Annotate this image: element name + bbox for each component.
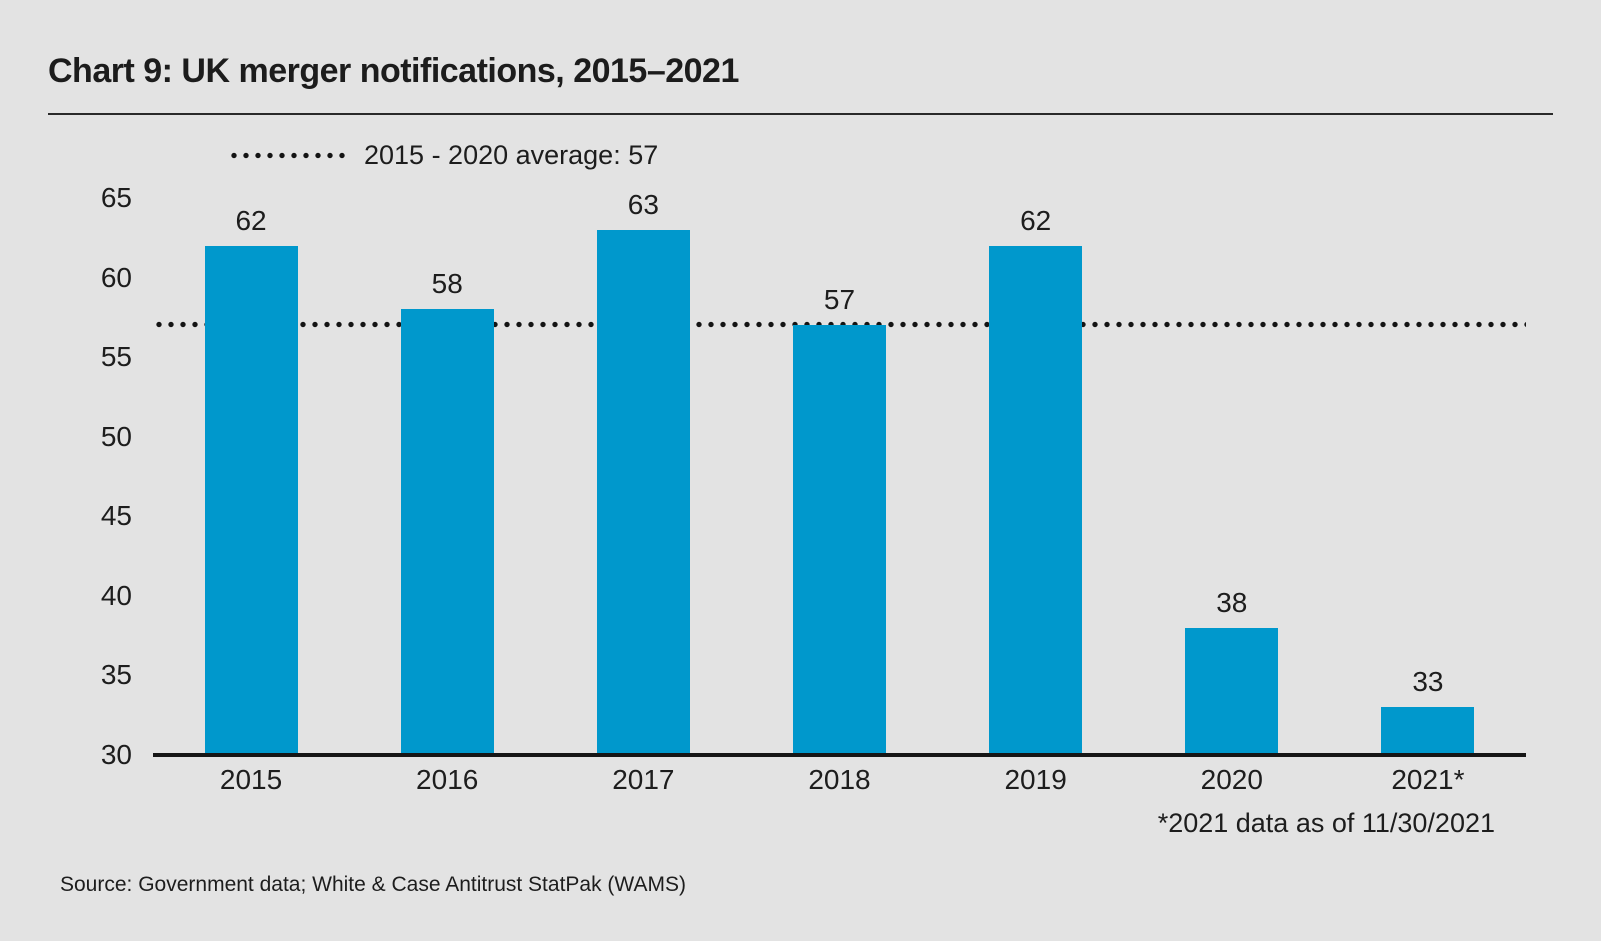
y-axis-tick-label: 50 xyxy=(100,420,132,452)
x-axis-tick-label: 2021* xyxy=(1391,764,1465,795)
footnote: *2021 data as of 11/30/2021 xyxy=(1157,808,1495,838)
bar-value-label: 38 xyxy=(1216,586,1248,618)
x-axis-tick-label: 2019 xyxy=(1004,764,1067,795)
bar-2020 xyxy=(1185,627,1279,755)
y-axis-tick-label: 45 xyxy=(100,500,132,532)
average-line-legend-label: 2015 - 2020 average: 57 xyxy=(364,140,659,170)
average-reference-line xyxy=(153,321,1526,329)
bar-2021 xyxy=(1381,707,1475,755)
bar-value-label: 57 xyxy=(823,284,856,316)
bar-value-label: 62 xyxy=(235,204,267,236)
y-axis-tick-label: 60 xyxy=(100,261,132,293)
y-axis-tick-label: 35 xyxy=(100,659,132,691)
x-axis-tick-label: 2017 xyxy=(612,764,675,795)
bar-2018 xyxy=(793,325,886,755)
bar-2019 xyxy=(989,245,1083,755)
bar-value-label: 62 xyxy=(1020,204,1052,236)
average-line-legend-swatch xyxy=(228,152,348,159)
bar-2017 xyxy=(596,229,690,755)
y-axis-tick-label: 65 xyxy=(100,182,132,213)
bar-value-label: 58 xyxy=(431,268,463,300)
y-axis-tick-label: 40 xyxy=(100,579,132,611)
x-axis-line xyxy=(153,753,1526,757)
title-rule xyxy=(48,113,1553,115)
bar-value-label: 63 xyxy=(627,188,659,220)
legend: 2015 - 2020 average: 57 xyxy=(228,140,658,171)
bar-value-label: 33 xyxy=(1412,666,1444,698)
x-axis-tick-label: 2015 xyxy=(219,764,283,795)
y-axis-tick-label: 30 xyxy=(100,739,132,770)
x-axis-tick-label: 2020 xyxy=(1200,764,1263,795)
bar-2015 xyxy=(204,245,298,755)
y-axis-tick-label: 55 xyxy=(100,341,132,373)
x-axis-tick-label: 2018 xyxy=(808,764,871,795)
bar-2016 xyxy=(400,309,494,755)
x-axis-tick-label: 2016 xyxy=(416,764,479,795)
chart-title: Chart 9: UK merger notifications, 2015–2… xyxy=(48,52,739,90)
source-note: Source: Government data; White & Case An… xyxy=(60,873,686,896)
